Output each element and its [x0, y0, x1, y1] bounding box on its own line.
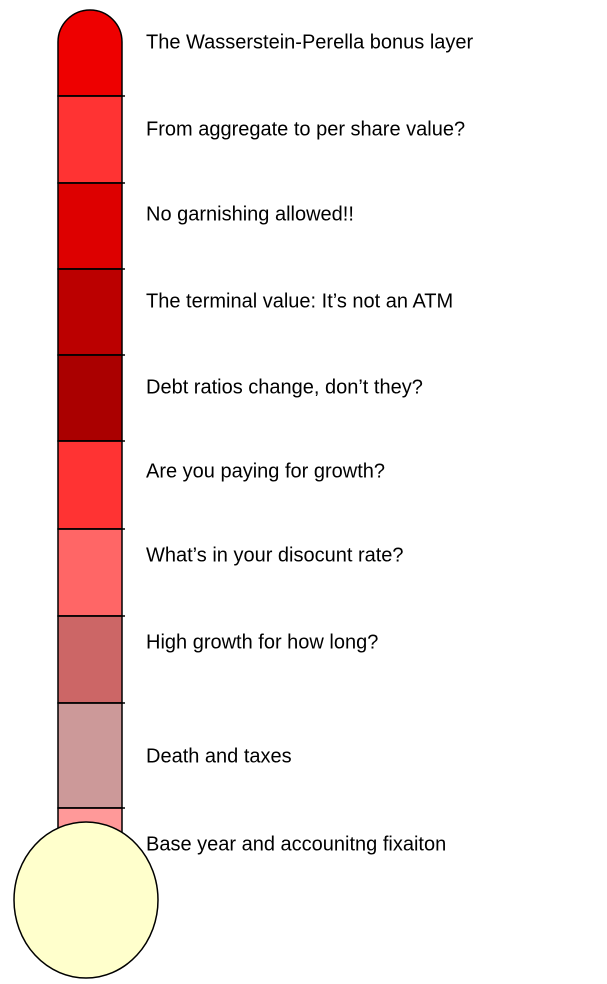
level-label: High growth for how long?	[146, 631, 378, 653]
tube-segment	[57, 440, 123, 530]
tube-segment	[57, 9, 123, 97]
tube-segment	[57, 95, 123, 184]
tube-segment	[57, 702, 123, 809]
level-label: Debt ratios change, don’t they?	[146, 376, 423, 398]
tube-segment	[57, 615, 123, 704]
tube	[57, 9, 125, 877]
level-label: From aggregate to per share value?	[146, 118, 465, 140]
level-label: Base year and accounitng fixaiton	[146, 833, 446, 855]
tube-segment	[57, 182, 123, 270]
tube-segment	[57, 268, 123, 356]
level-label: No garnishing allowed!!	[146, 203, 354, 225]
level-label: Are you paying for growth?	[146, 460, 385, 482]
tube-segment	[57, 354, 123, 442]
level-label: Death and taxes	[146, 745, 292, 767]
bulb	[13, 821, 159, 979]
level-label: What’s in your disocunt rate?	[146, 544, 404, 566]
level-label: The terminal value: It’s not an ATM	[146, 290, 453, 312]
level-label: The Wasserstein-Perella bonus layer	[146, 31, 474, 53]
tube-segment	[57, 528, 123, 617]
